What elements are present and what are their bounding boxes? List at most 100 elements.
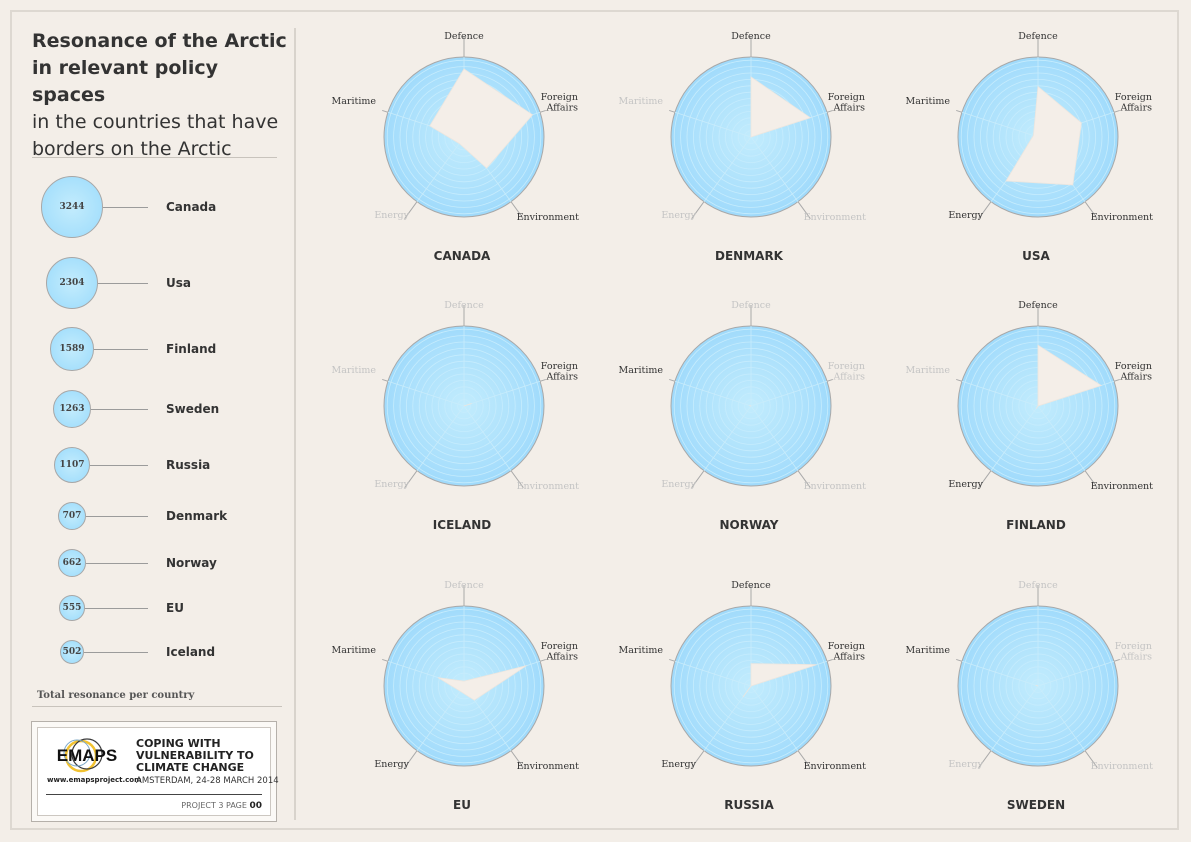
radar-axis-label: Defence [731, 300, 771, 311]
radar-grid-spoke [1037, 660, 1115, 687]
legend-connector [98, 283, 148, 284]
logo-text: EMAPS [57, 746, 117, 765]
radar-axis-label: Foreign Affairs [541, 641, 578, 663]
legend-country-name: Sweden [166, 402, 220, 416]
radar-axis-label: Foreign Affairs [1115, 361, 1152, 383]
radar-grid-spoke [1037, 685, 1086, 751]
radar-chart-sweden: Defence Foreign Affairs Environment Energy Ma… [906, 580, 1154, 812]
radar-grid-spoke [703, 136, 752, 202]
radar-axis-label: Foreign Affairs [1115, 92, 1152, 114]
radar-data-polygon [463, 403, 472, 407]
radar-axis-label: Environment [517, 761, 580, 772]
radar-axis-label: Maritime [906, 645, 951, 656]
radar-grid-spoke [990, 685, 1039, 751]
legend-bubble: 1263 [52, 389, 92, 429]
radar-axis-label: Defence [444, 580, 484, 591]
legend-connector [84, 608, 148, 609]
radar-axis-label: Environment [1091, 761, 1154, 772]
radar-axis-label: Maritime [332, 96, 377, 107]
radar-axis-label: Energy [948, 759, 983, 770]
radar-data-polygon [742, 663, 817, 698]
legend-connector [91, 409, 148, 410]
legend-caption: Total resonance per country [37, 690, 195, 701]
legend-connector [86, 516, 148, 517]
radar-data-polygon [1035, 344, 1103, 409]
legend-connector [103, 207, 148, 208]
radar-data-polygon [1005, 85, 1082, 186]
radar-axis-label: Defence [1018, 31, 1058, 42]
emaps-url[interactable]: www.emapsproject.com [47, 776, 142, 784]
legend-bubble: 3244 [41, 176, 103, 238]
radar-axis-label: Maritime [906, 365, 951, 376]
legend-country-name: Denmark [166, 509, 228, 523]
radar-axis-label: Foreign Affairs [828, 641, 865, 663]
radar-chart-iceland: Defence Foreign Affairs Environment Energy Ma… [332, 300, 580, 532]
radar-chart-canada: Defence Foreign Affairs Environment Energy Ma… [332, 31, 580, 263]
vertical-divider [294, 28, 296, 820]
radar-chart-russia: Defence Foreign Affairs Environment Energy Ma… [619, 580, 867, 812]
radar-chart-title: FINLAND [1006, 518, 1066, 532]
radar-grid-spoke [387, 380, 465, 407]
radar-grid-spoke [463, 380, 541, 407]
page-title: Resonance of the Arctic in relevant poli… [32, 28, 287, 163]
radar-chart-title: EU [453, 798, 471, 812]
radar-chart-finland: Defence Foreign Affairs Environment Energy Ma… [906, 300, 1154, 532]
radar-axis-label: Defence [1018, 580, 1058, 591]
title-light: in the countries that have borders on th… [32, 111, 279, 160]
legend-country-name: Russia [166, 458, 211, 472]
radar-grid-spoke [961, 380, 1039, 407]
radar-axis-label: Environment [1091, 212, 1154, 223]
radar-chart-title: USA [1022, 249, 1050, 263]
legend-connector [86, 563, 148, 564]
page-number: 00 [249, 801, 262, 811]
radar-grid-spoke [990, 405, 1039, 471]
radar-axis-label: Energy [374, 210, 409, 221]
radar-chart-eu: Defence Foreign Affairs Environment Energy Ma… [332, 580, 580, 812]
radar-axis-label: Foreign Affairs [828, 361, 865, 383]
radar-axis-label: Environment [804, 481, 867, 492]
emaps-logo: EMAPS [57, 738, 117, 773]
radar-chart-norway: Defence Foreign Affairs Environment Energy Ma… [619, 300, 867, 532]
legend-country-name: Norway [166, 556, 217, 570]
radar-grid-spoke [463, 405, 512, 471]
emaps-headline: COPING WITH VULNERABILITY TO CLIMATE CHA… [136, 737, 254, 774]
radar-axis-label: Energy [374, 759, 409, 770]
radar-axis-label: Defence [731, 580, 771, 591]
radar-axis-label: Environment [517, 481, 580, 492]
radar-grid-spoke [961, 660, 1039, 687]
legend-bubble: 662 [57, 548, 86, 577]
legend-country-name: Finland [166, 342, 217, 356]
radar-axis-label: Environment [517, 212, 580, 223]
radar-chart-title: SWEDEN [1007, 798, 1065, 812]
radar-axis-label: Foreign Affairs [828, 92, 865, 114]
radar-grid-spoke [750, 685, 799, 751]
radar-grid-spoke [674, 111, 752, 138]
radar-grid-spoke [416, 405, 465, 471]
legend-country-name: EU [166, 601, 184, 615]
radar-axis-label: Maritime [332, 365, 377, 376]
page-number-label: PROJECT 3 PAGE 00 [181, 801, 262, 811]
legend-bubble: 2304 [45, 256, 99, 310]
radar-grid-spoke [674, 380, 752, 407]
radar-axis-label: Energy [661, 210, 696, 221]
radar-axis-label: Foreign Affairs [541, 361, 578, 383]
legend-connector [84, 652, 148, 653]
radar-axis-label: Defence [444, 300, 484, 311]
radar-chart-title: DENMARK [715, 249, 784, 263]
radar-chart-title: RUSSIA [724, 798, 774, 812]
legend-divider [32, 706, 282, 707]
radar-axis-label: Environment [1091, 481, 1154, 492]
radar-axis-label: Energy [948, 479, 983, 490]
title-bold: Resonance of the Arctic in relevant poli… [32, 30, 287, 106]
page-label: PROJECT 3 PAGE [181, 801, 247, 810]
radar-chart-usa: Defence Foreign Affairs Environment Energy Ma… [906, 31, 1154, 263]
radar-axis-label: Defence [1018, 300, 1058, 311]
radar-grid-spoke [674, 660, 752, 687]
legend-bubble: 1107 [53, 446, 91, 484]
radar-axis-label: Energy [374, 479, 409, 490]
radar-axis-label: Maritime [619, 645, 664, 656]
legend-bubble: 555 [59, 595, 85, 621]
legend-country-name: Canada [166, 200, 217, 214]
radar-data-polygon [749, 405, 752, 407]
